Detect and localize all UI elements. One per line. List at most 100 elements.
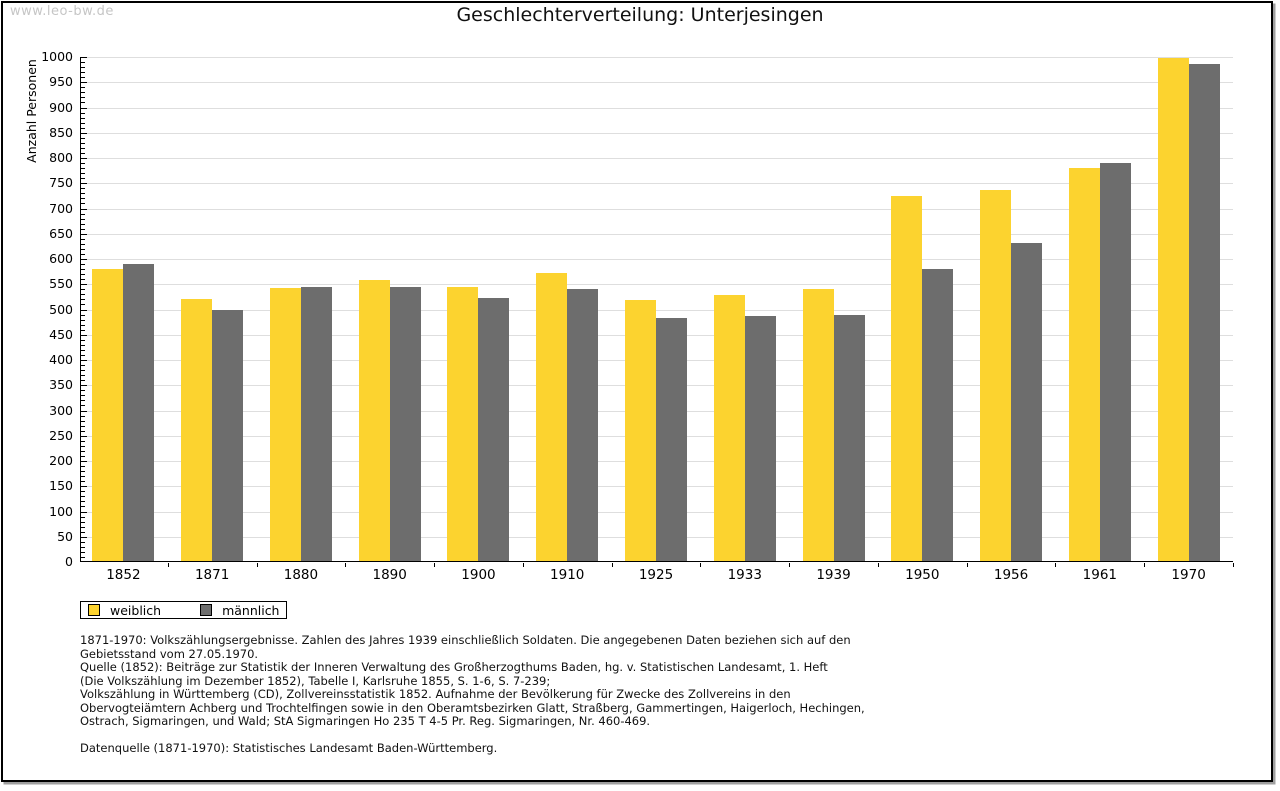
bar-männlich-1933 [744, 316, 776, 562]
x-tick [256, 562, 258, 567]
y-minor-tick [81, 163, 85, 165]
gridline [80, 284, 1233, 286]
gridline [80, 132, 1233, 134]
y-minor-tick [81, 147, 85, 149]
y-major-tick [81, 183, 88, 185]
gridline [80, 259, 1233, 260]
note-line: Gebietsstand vom 27.05.1970. [80, 646, 259, 661]
y-minor-tick [81, 354, 85, 356]
y-tick-label: 950 [49, 74, 73, 90]
y-minor-tick [81, 142, 85, 144]
y-major-tick [81, 334, 88, 336]
legend-label-weiblich: weiblich [110, 602, 162, 618]
y-minor-tick [81, 274, 85, 276]
y-tick-label: 350 [49, 377, 73, 393]
x-tick-label-1961: 1961 [1082, 567, 1118, 583]
bar-weiblich-1970 [1157, 58, 1189, 562]
x-tick-label-1852: 1852 [106, 567, 141, 583]
bar-weiblich-1852 [92, 269, 124, 562]
y-minor-tick [81, 264, 85, 266]
y-minor-tick [81, 400, 85, 402]
watermark: www.leo-bw.de [10, 4, 114, 19]
gridline [80, 158, 1233, 159]
y-minor-tick [81, 218, 85, 220]
y-minor-tick [81, 501, 85, 503]
y-minor-tick [81, 445, 85, 447]
chart-title: Geschlechterverteilung: Unterjesingen [456, 4, 824, 26]
y-minor-tick [81, 203, 85, 205]
note-line: Datenquelle (1871-1970): Statistisches L… [80, 741, 498, 755]
y-minor-tick [81, 102, 85, 104]
y-major-tick [81, 309, 88, 311]
bar-männlich-1956 [1011, 242, 1043, 562]
x-tick-label-1950: 1950 [905, 567, 940, 583]
x-tick-label-1871: 1871 [194, 567, 230, 583]
y-minor-tick [81, 440, 85, 442]
y-major-tick [81, 158, 88, 159]
y-minor-tick [81, 193, 85, 195]
x-tick-label-1956: 1956 [993, 567, 1029, 583]
y-minor-tick [81, 248, 85, 250]
chart-plot-area: 1852 1871 1880 1890 1900 1910 1925 1933 1939 1950… [41, 49, 1234, 583]
y-minor-tick [81, 92, 85, 94]
y-minor-tick [81, 314, 85, 316]
y-minor-tick [81, 526, 85, 528]
bar-männlich-1900 [478, 297, 510, 562]
y-tick-label: 300 [49, 402, 73, 418]
gridline [80, 233, 1233, 235]
note-line: 1871-1970: Volkszählungsergebnisse. Zahl… [80, 633, 851, 647]
y-major-tick [81, 284, 88, 286]
y-major-tick [81, 57, 88, 58]
y-minor-tick [81, 491, 85, 493]
y-minor-tick [81, 279, 85, 281]
y-major-tick [81, 461, 88, 462]
y-tick-label: 50 [57, 528, 73, 544]
bar-männlich-1925 [656, 318, 687, 562]
y-tick-label: 450 [49, 326, 73, 342]
bar-männlich-1970 [1188, 64, 1220, 562]
y-tick-label: 150 [49, 478, 73, 494]
bar-männlich-1961 [1099, 162, 1131, 562]
bar-männlich-1890 [389, 286, 421, 562]
note-line [80, 729, 940, 743]
x-tick-label-1890: 1890 [372, 567, 407, 583]
y-minor-tick [81, 390, 85, 392]
y-minor-tick [81, 506, 85, 508]
y-minor-tick [81, 223, 85, 225]
y-major-tick [81, 360, 88, 361]
bar-weiblich-1933 [713, 294, 745, 562]
note-line: Quelle (1852): Beiträge zur Statistik de… [80, 660, 828, 674]
bar-männlich-1880 [300, 286, 332, 562]
x-tick [167, 562, 169, 567]
y-tick-label: 800 [49, 150, 73, 165]
y-major-tick [81, 107, 88, 109]
y-minor-tick [81, 556, 85, 558]
y-minor-tick [81, 304, 85, 306]
x-tick [1233, 562, 1234, 567]
y-minor-tick [81, 72, 85, 74]
y-minor-tick [81, 375, 85, 377]
bar-männlich-1852 [123, 264, 155, 562]
y-tick-label: 650 [49, 225, 73, 241]
y-minor-tick [81, 455, 85, 457]
y-minor-tick [81, 531, 85, 533]
x-tick-label-1925: 1925 [638, 567, 674, 583]
gridline [80, 309, 1233, 311]
y-minor-tick [81, 67, 85, 69]
note-line: Ostrach, Sigmaringen, und Wald; StA Sigm… [80, 714, 651, 728]
y-minor-tick [81, 117, 85, 119]
y-tick-label: 0 [65, 554, 73, 569]
x-tick-label-1970: 1970 [1171, 567, 1206, 583]
y-tick-label: 400 [49, 352, 73, 367]
y-minor-tick [81, 228, 85, 230]
y-minor-tick [81, 168, 85, 170]
y-tick-label: 550 [49, 276, 73, 292]
y-minor-tick [81, 62, 85, 64]
y-minor-tick [81, 370, 85, 372]
y-tick-label: 250 [49, 427, 73, 443]
bar-weiblich-1890 [358, 279, 390, 562]
y-major-tick [81, 511, 88, 513]
y-minor-tick [81, 152, 85, 154]
legend: weiblich männlich [80, 601, 287, 619]
legend-swatch-maennlich [200, 604, 213, 616]
